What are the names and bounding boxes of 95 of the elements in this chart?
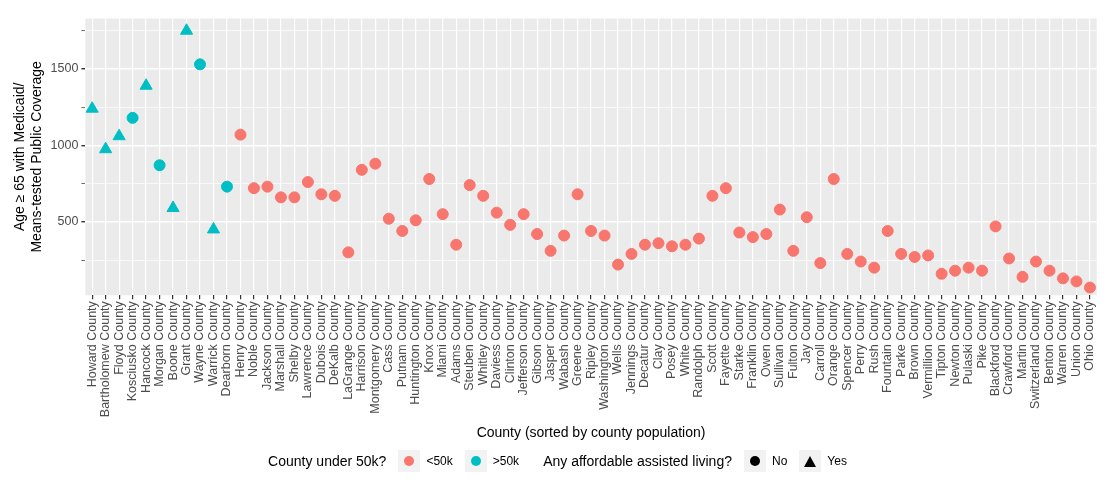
x-tick-label: Crawford County bbox=[1001, 300, 1016, 395]
x-tick-label: Daviess County bbox=[489, 300, 504, 389]
x-tick-label: Randolph County bbox=[691, 300, 706, 398]
x-tick-label: Union County bbox=[1068, 300, 1083, 377]
x-tick-label: Cass County bbox=[381, 300, 396, 373]
x-tick-label: Dubois County bbox=[313, 300, 328, 384]
x-tick-label: Jackson County bbox=[259, 300, 274, 391]
x-tick-label: Pike County bbox=[974, 300, 989, 369]
x-tick-label: Noble County bbox=[246, 300, 261, 377]
x-tick-label: Floyd County bbox=[111, 300, 126, 375]
x-tick-label: Gibson County bbox=[529, 300, 544, 384]
point bbox=[179, 23, 194, 35]
x-tick-label: Rush County bbox=[866, 300, 881, 374]
x-tick-label: Benton County bbox=[1041, 300, 1056, 384]
point bbox=[194, 58, 207, 71]
point bbox=[153, 159, 166, 172]
x-tick-label: Adams County bbox=[448, 300, 463, 384]
point bbox=[166, 200, 180, 213]
x-tick-label: Newton County bbox=[947, 300, 962, 387]
x-tick-label: Knox County bbox=[421, 300, 436, 373]
x-tick-label: Warren County bbox=[1055, 300, 1070, 385]
point bbox=[206, 221, 221, 234]
x-tick-label: Martin County bbox=[1014, 300, 1029, 379]
x-tick-label: Switzerland County bbox=[1028, 300, 1043, 409]
point bbox=[139, 78, 153, 90]
x-axis-title: County (sorted by county population) bbox=[476, 424, 706, 441]
x-tick-label: Kosciusko County bbox=[125, 300, 140, 402]
y-tick-label: 1000 bbox=[50, 137, 79, 152]
x-tick-label: White County bbox=[677, 300, 692, 377]
point bbox=[99, 141, 113, 154]
text: No bbox=[771, 454, 788, 468]
x-tick-label: Miami County bbox=[435, 300, 450, 378]
x-tick-label: Sullivan County bbox=[772, 300, 787, 389]
point bbox=[220, 180, 233, 193]
x-tick-label: Putnam County bbox=[394, 300, 409, 388]
point bbox=[85, 101, 99, 113]
legend-label: >50k bbox=[492, 454, 520, 468]
x-tick-label: Carroll County bbox=[812, 300, 827, 382]
x-tick-label: Franklin County bbox=[745, 300, 760, 389]
x-tick-label: Wayne County bbox=[192, 300, 207, 383]
x-tick-label: Pulaski County bbox=[961, 300, 976, 385]
x-tick-label: Scott County bbox=[704, 300, 719, 373]
x-tick-label: Tipton County bbox=[934, 300, 949, 379]
x-tick-label: Dearborn County bbox=[219, 300, 234, 397]
text: Yes bbox=[827, 454, 847, 468]
x-tick-label: Jefferson County bbox=[516, 300, 531, 396]
y-tick-label: 500 bbox=[57, 214, 79, 229]
x-tick-label: Warrick County bbox=[205, 300, 220, 387]
x-tick-label: Clay County bbox=[650, 300, 665, 370]
x-tick-label: Ripley County bbox=[583, 300, 598, 379]
x-tick-label: Howard County bbox=[84, 300, 99, 388]
x-tick-label: Spencer County bbox=[839, 300, 854, 391]
x-tick-label: Clinton County bbox=[502, 300, 517, 384]
x-tick-label: Morgan County bbox=[152, 300, 167, 387]
y-tick-label: 1500 bbox=[50, 61, 79, 76]
x-tick-label: Lawrence County bbox=[300, 300, 315, 399]
x-tick-label: Starke County bbox=[731, 300, 746, 381]
x-tick-label: LaGrange County bbox=[340, 300, 355, 400]
point bbox=[126, 111, 139, 124]
y-axis-title: Age ≥ 65 with Medicaid/ Means-tested Public Coverage bbox=[11, 60, 45, 253]
x-tick-label: Vermillion County bbox=[920, 300, 935, 399]
x-tick-label: Wabash County bbox=[556, 300, 571, 390]
legend-title: County under 50k? bbox=[268, 453, 387, 469]
x-tick-label: Posey County bbox=[664, 300, 679, 379]
x-tick-label: Henry County bbox=[232, 300, 247, 378]
x-tick-label: Owen County bbox=[758, 300, 773, 377]
x-tick-label: Marshall County bbox=[273, 300, 288, 392]
point bbox=[112, 128, 126, 141]
x-tick-label: DeKalb County bbox=[327, 300, 342, 386]
x-tick-label: Decatur County bbox=[637, 300, 652, 389]
x-tick-label: Orange County bbox=[826, 300, 841, 386]
x-tick-label: Ohio County bbox=[1082, 300, 1097, 371]
x-tick-label: Montgomery County bbox=[367, 300, 382, 414]
x-tick-label: Greene County bbox=[570, 300, 585, 386]
x-tick-label: Steuben County bbox=[462, 300, 477, 391]
x-tick-label: Boone County bbox=[165, 300, 180, 381]
legend-label: <50k bbox=[426, 454, 453, 468]
x-tick-label: Jennings County bbox=[623, 300, 638, 395]
x-tick-label: Fountain County bbox=[880, 300, 895, 393]
x-tick-label: Perry County bbox=[853, 300, 868, 375]
x-tick-label: Harrison County bbox=[354, 300, 369, 392]
x-tick-label: Bartholomew County bbox=[98, 300, 113, 418]
x-tick-label: Jasper County bbox=[543, 300, 558, 382]
x-tick-label: Brown County bbox=[907, 300, 922, 380]
x-tick-label: Wells County bbox=[610, 300, 625, 375]
x-tick-label: Shelby County bbox=[286, 300, 301, 383]
x-tick-label: Whitley County bbox=[475, 300, 490, 386]
x-tick-label: Parke County bbox=[893, 300, 908, 377]
text: Any affordable assisted living? bbox=[543, 453, 732, 469]
x-tick-label: Fulton County bbox=[785, 300, 800, 379]
x-tick-label: Blackford County bbox=[988, 300, 1003, 397]
x-tick-label: Jay County bbox=[799, 300, 814, 364]
x-tick-label: Fayette County bbox=[718, 300, 733, 386]
x-tick-label: Hancock County bbox=[138, 300, 153, 393]
x-tick-label: Huntington County bbox=[408, 300, 423, 405]
